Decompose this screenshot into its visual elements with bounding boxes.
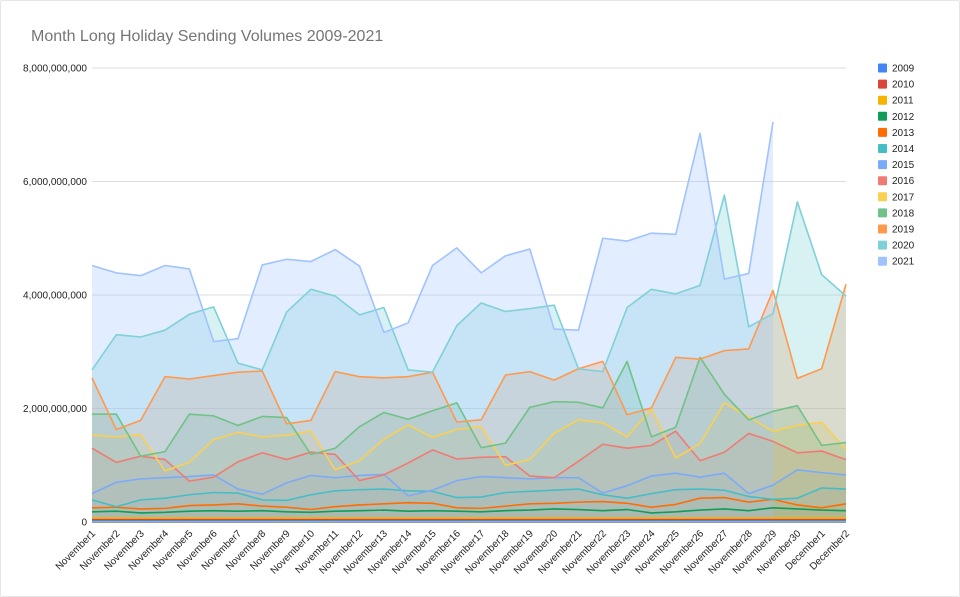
y-tick-label-0: 0: [81, 518, 87, 529]
area-2020: [92, 195, 846, 522]
legend-label-2013: 2013: [892, 128, 915, 139]
legend-label-2018: 2018: [892, 208, 915, 219]
legend-label-2011: 2011: [892, 96, 914, 107]
line-2013: [91, 496, 847, 511]
line-2020: [91, 194, 847, 373]
y-tick-label-4: 8,000,000,000: [23, 64, 87, 75]
legend-swatch-2014: [878, 144, 887, 153]
line-2017: [91, 402, 847, 472]
line-2015: [91, 468, 847, 497]
legend-swatch-2019: [878, 224, 887, 234]
area-2019: [92, 284, 846, 522]
legend-label-2012: 2012: [892, 112, 915, 123]
line-2014: [91, 487, 847, 508]
legend-label-2014: 2014: [892, 144, 915, 155]
line-2019: [91, 283, 847, 431]
legend-swatch-2016: [878, 176, 887, 186]
line-2012: [91, 507, 847, 514]
line-2016: [91, 430, 847, 482]
legend-label-2015: 2015: [892, 160, 915, 171]
legend-swatch-2012: [878, 111, 887, 121]
legend-swatch-2020: [878, 240, 887, 250]
legend-swatch-2013: [878, 127, 887, 137]
legend-label-2021: 2021: [892, 257, 915, 268]
legend-swatch-2009: [878, 63, 887, 73]
y-tick-label-1: 2,000,000,000: [23, 404, 87, 415]
area-2015: [92, 469, 846, 522]
legend-swatch-2017: [878, 192, 887, 202]
legend-swatch-2021: [878, 256, 887, 266]
y-tick-label-3: 6,000,000,000: [23, 177, 87, 188]
legend-label-2020: 2020: [892, 241, 915, 252]
legend-label-2019: 2019: [892, 225, 915, 236]
legend-swatch-2015: [878, 160, 887, 170]
chart-title: Month Long Holiday Sending Volumes 2009-…: [31, 28, 384, 45]
line-2018: [92, 356, 847, 457]
legend-label-2009: 2009: [892, 64, 915, 75]
legend-label-2010: 2010: [892, 80, 915, 91]
line-2021: [91, 121, 774, 343]
y-tick-label-2: 4,000,000,000: [23, 291, 87, 302]
legend-label-2017: 2017: [892, 192, 915, 203]
area-2013: [92, 497, 846, 522]
legend-swatch-2018: [878, 208, 887, 218]
legend-swatch-2011: [878, 95, 887, 105]
legend-swatch-2010: [878, 79, 887, 89]
area-2014: [92, 487, 846, 522]
legend-label-2016: 2016: [892, 176, 915, 187]
area-2018: [92, 357, 846, 522]
area-2016: [92, 431, 846, 522]
